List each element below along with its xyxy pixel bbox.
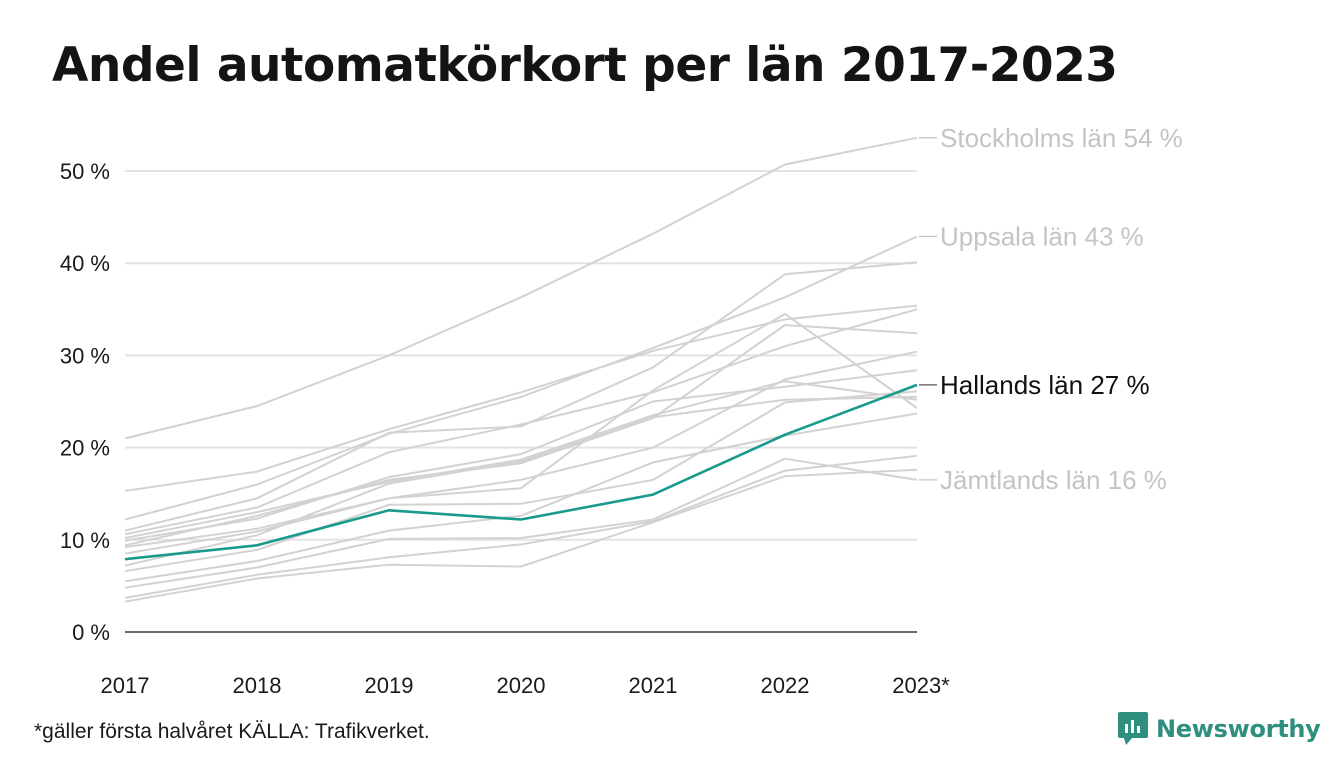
gridlines — [125, 170, 917, 633]
end-label: Uppsala län 43 % — [940, 221, 1144, 251]
end-label: Jämtlands län 16 % — [940, 465, 1167, 495]
end-label: Hallands län 27 % — [940, 370, 1150, 400]
series-line — [124, 412, 918, 583]
series-line — [124, 308, 918, 536]
y-tick-label: 0 % — [72, 620, 110, 645]
x-tick-label: 2022 — [761, 673, 810, 698]
x-tick-label: 2021 — [629, 673, 678, 698]
newsworthy-logo-icon — [1118, 712, 1148, 745]
series-line — [124, 457, 918, 589]
series-line — [124, 235, 918, 521]
series-line — [124, 395, 918, 567]
series-line — [124, 390, 918, 573]
series-line — [124, 350, 918, 555]
x-axis-ticks: 2017 2018 2019 2020 2021 2022 2023* — [101, 673, 951, 698]
series-line — [124, 468, 918, 603]
y-tick-label: 20 % — [60, 436, 110, 461]
x-tick-label: 2018 — [233, 673, 282, 698]
series-line — [124, 261, 918, 532]
brand-logo[interactable]: Newsworthy — [1118, 712, 1321, 746]
brand-name: Newsworthy — [1156, 715, 1321, 743]
y-axis-ticks: 0 % 10 % 20 % 30 % 40 % 50 % — [60, 159, 110, 645]
x-tick-label: 2017 — [101, 673, 150, 698]
series-line — [124, 304, 918, 492]
end-label: Stockholms län 54 % — [940, 123, 1183, 153]
series-line — [124, 324, 918, 547]
series-line — [124, 380, 918, 539]
y-tick-label: 10 % — [60, 528, 110, 553]
footnote-source: *gäller första halvåret KÄLLA: Trafikver… — [34, 720, 430, 743]
series-line — [124, 369, 918, 542]
series-line — [124, 454, 918, 599]
x-tick-label: 2019 — [365, 673, 414, 698]
x-tick-label: 2023* — [892, 673, 950, 698]
series-line-highlight — [124, 383, 918, 561]
chart-title: Andel automatkörkort per län 2017-2023 — [52, 38, 1118, 93]
series-line — [124, 312, 918, 549]
series-line — [124, 136, 918, 440]
end-labels: Stockholms län 54 % Uppsala län 43 % Halla… — [919, 123, 1183, 495]
x-tick-label: 2020 — [497, 673, 546, 698]
series-lines — [124, 136, 918, 603]
y-tick-label: 50 % — [60, 159, 110, 184]
y-tick-label: 30 % — [60, 343, 110, 368]
y-tick-label: 40 % — [60, 251, 110, 276]
